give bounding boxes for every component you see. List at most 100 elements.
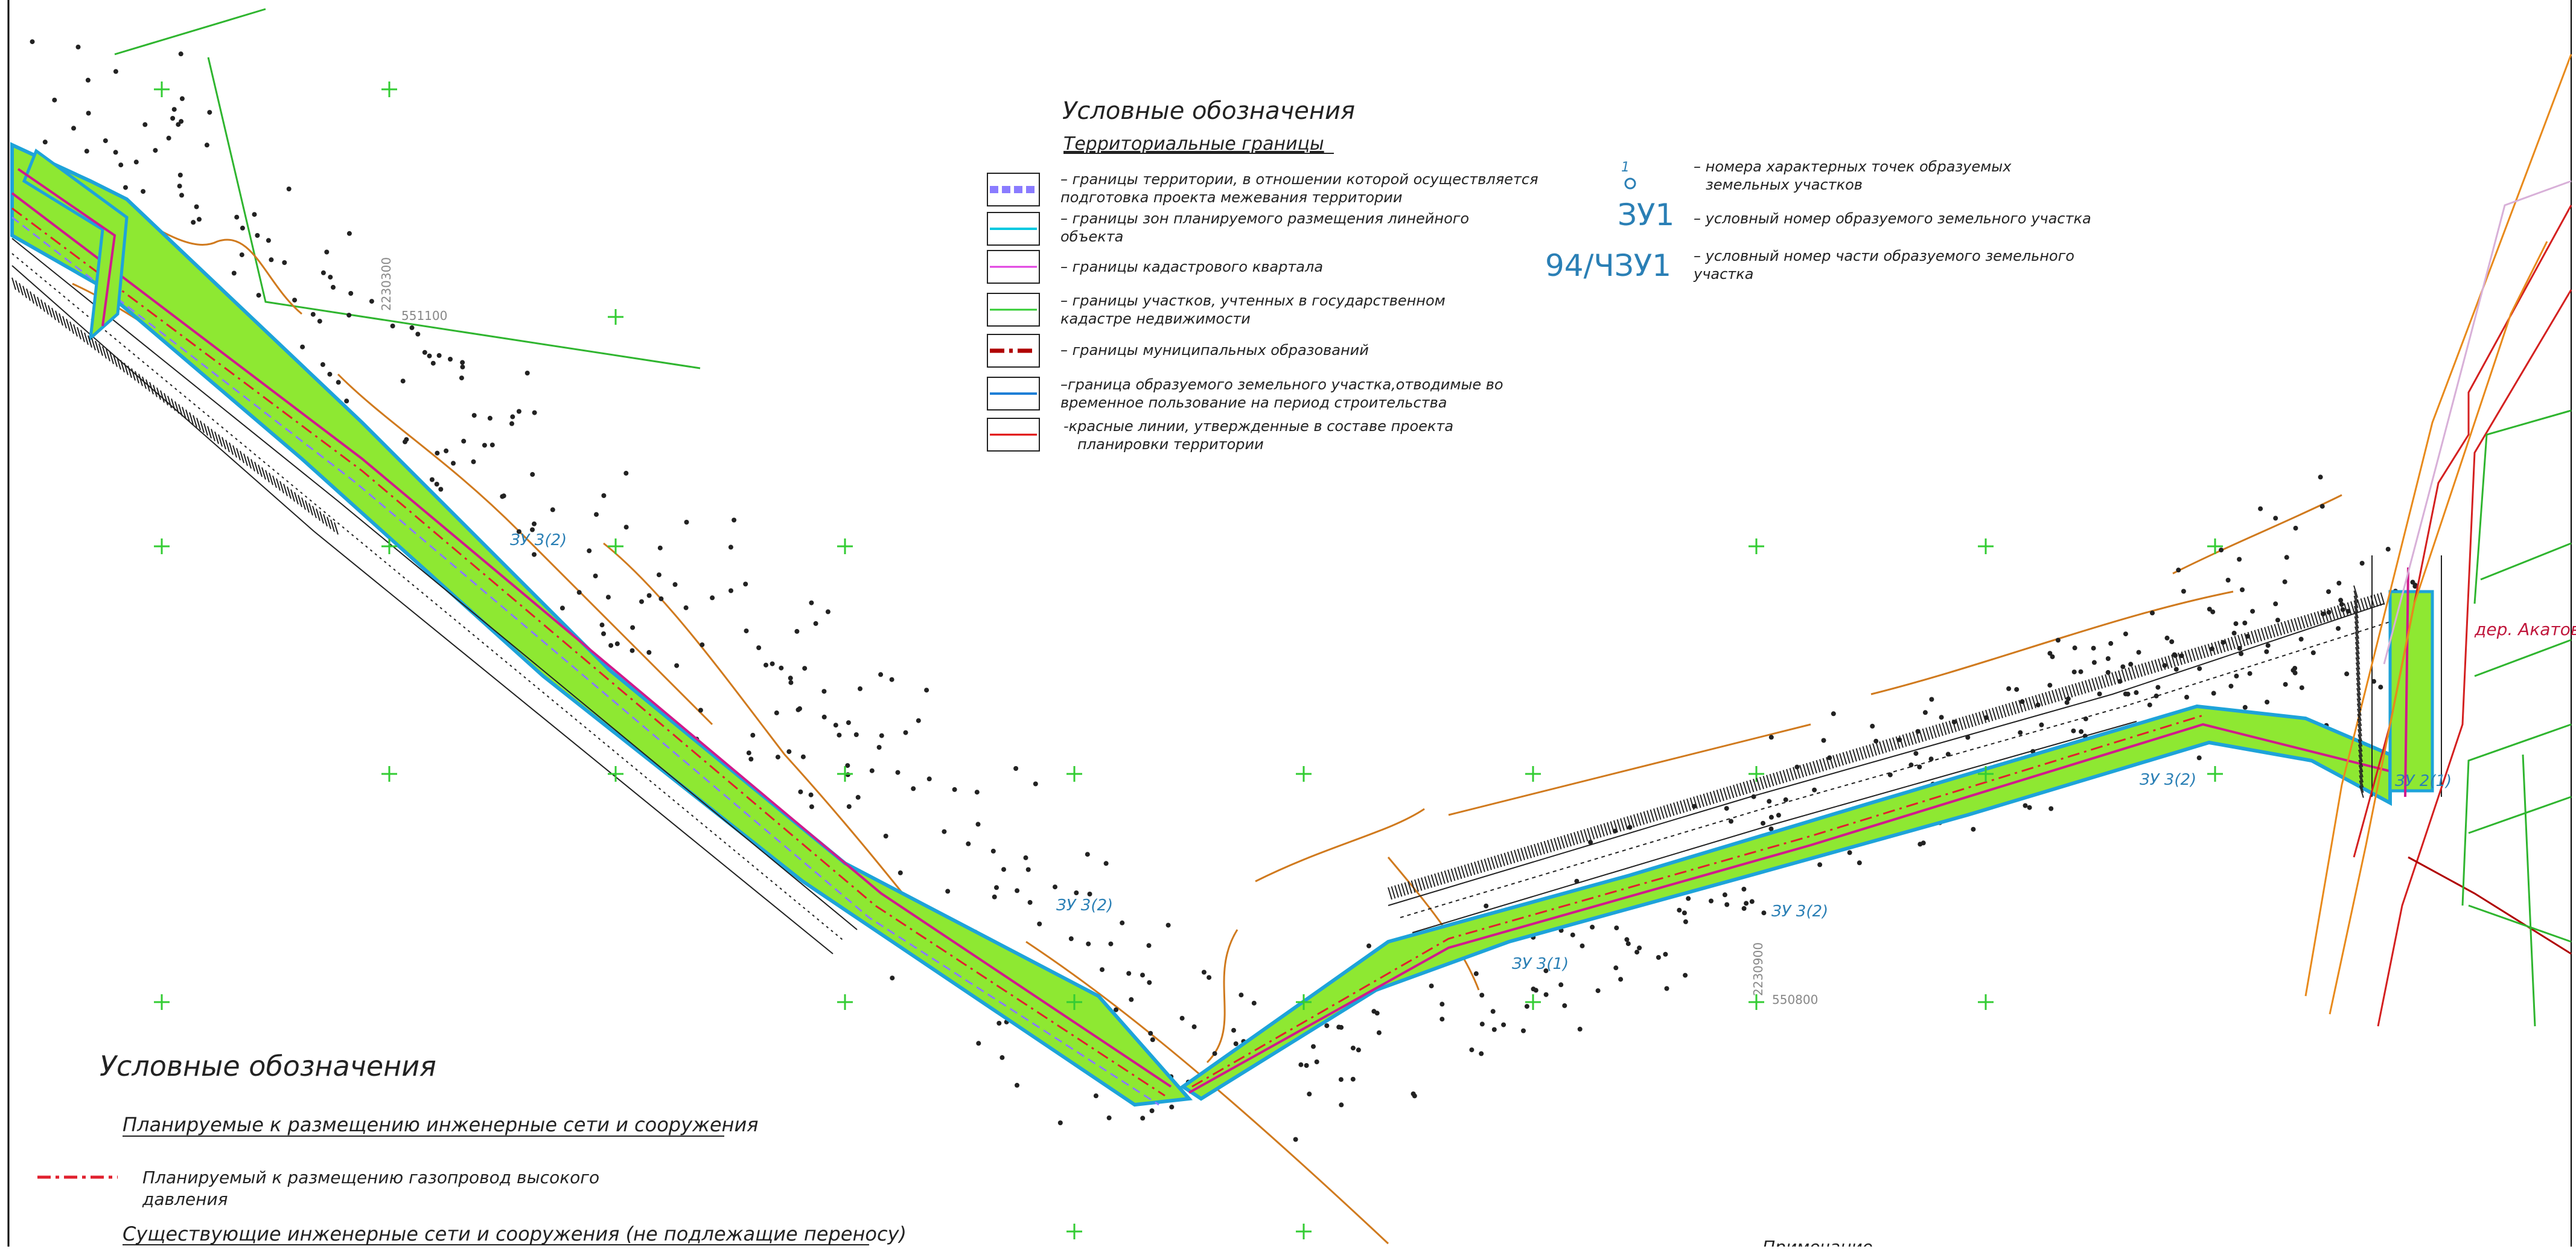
survey-point [2014,687,2020,692]
survey-point [2065,696,2071,701]
survey-point [2196,755,2202,761]
hatch-mark [2353,590,2359,603]
hatch-mark [2174,653,2179,666]
hatch-mark [1905,733,1910,746]
hatch-mark [2373,594,2379,607]
survey-point [1917,764,1922,770]
survey-point [75,44,81,50]
coord-label: 2230300 [379,257,394,311]
survey-point [1339,1102,1344,1108]
survey-point [853,732,859,737]
hatch-mark [1995,706,2000,720]
hatch-mark [319,511,324,524]
survey-point [1558,982,1564,988]
survey-point [710,595,715,601]
survey-point [1683,919,1688,924]
hatch-mark [2018,700,2023,712]
legend-point-text: – условный номер части образуемого земел… [1694,248,2074,264]
hatch-mark [51,307,56,321]
survey-point [331,284,336,290]
hatch-mark [1992,708,1997,720]
hatch-mark [1912,731,1917,744]
survey-point [2284,555,2289,560]
hatch-mark [2287,620,2292,633]
cadastral-boundary-1 [114,8,266,56]
hatch-mark [1935,724,1940,737]
survey-point [1293,1137,1298,1142]
hatch-mark [2350,601,2355,614]
survey-point [1307,1091,1312,1097]
hatch-mark [11,277,16,290]
survey-point [1201,969,1207,975]
survey-point [403,439,407,444]
hatch-mark [1530,845,1535,858]
hatch-mark [2181,651,2186,664]
coord-label: 551100 [401,308,447,323]
hatch-mark [2247,631,2252,645]
hatch-mark [19,283,24,296]
hatch-mark [1603,823,1608,836]
hatch-mark [1879,741,1884,754]
survey-point [1085,852,1090,857]
hatch-mark [69,321,74,334]
survey-point [1212,1051,1217,1056]
survey-point [2064,700,2070,705]
hatch-mark [2355,657,2361,670]
hatch-mark [127,365,132,379]
survey-point [52,97,57,103]
survey-point [141,189,146,194]
survey-point [1637,945,1642,951]
survey-point [1093,1093,1098,1099]
hatch-mark [1959,717,1963,730]
hatch-mark [1826,757,1831,770]
hatch-mark [2048,691,2053,704]
survey-point [500,494,505,499]
survey-point [560,605,565,611]
legend-point-text: земельных участков [1706,176,1863,193]
hatch-mark [1895,736,1901,749]
survey-point [2136,650,2141,655]
hatch-mark [2028,697,2033,710]
survey-point [320,362,325,367]
survey-point [903,730,908,735]
hatch-mark [142,376,147,389]
legend-point-text: – номера характерных точек образуемых [1694,158,2012,175]
hatch-mark [2240,633,2246,647]
survey-point [698,708,703,713]
survey-point [1023,855,1028,860]
survey-point [170,116,176,121]
survey-point [809,804,814,810]
survey-point [1634,950,1640,955]
hatch-mark [2032,695,2036,709]
survey-point [1473,971,1479,976]
hatch-mark [2353,585,2358,598]
survey-point [1037,921,1042,927]
hatch-mark [1683,799,1688,812]
hatch-mark [2217,640,2222,653]
survey-point [300,344,305,350]
hatch-mark [2015,701,2020,714]
survey-point [2275,618,2280,623]
survey-point [674,663,680,668]
hatch-mark [1796,765,1801,779]
hatch-mark [1862,746,1867,759]
hatch-mark [225,439,230,453]
survey-point [1577,1026,1583,1032]
survey-point [2128,662,2134,667]
hatch-mark [2244,633,2249,645]
survey-point [2242,704,2248,710]
survey-point [409,325,415,330]
hatch-mark [2074,683,2080,696]
hatch-mark [1610,821,1615,834]
hatch-mark [2359,785,2364,798]
hatch-mark [1978,712,1983,724]
cadastral-parcels-east [2461,409,2572,1027]
note-label: Примечание [1762,1237,1873,1247]
legend-item-text: –граница образуемого земельного участка,… [1060,376,1503,393]
hatch-mark [1388,887,1392,900]
hatch-mark [91,337,96,351]
hatch-mark [2088,679,2093,692]
survey-point [1543,968,1549,974]
hatch-mark [1988,709,1994,721]
